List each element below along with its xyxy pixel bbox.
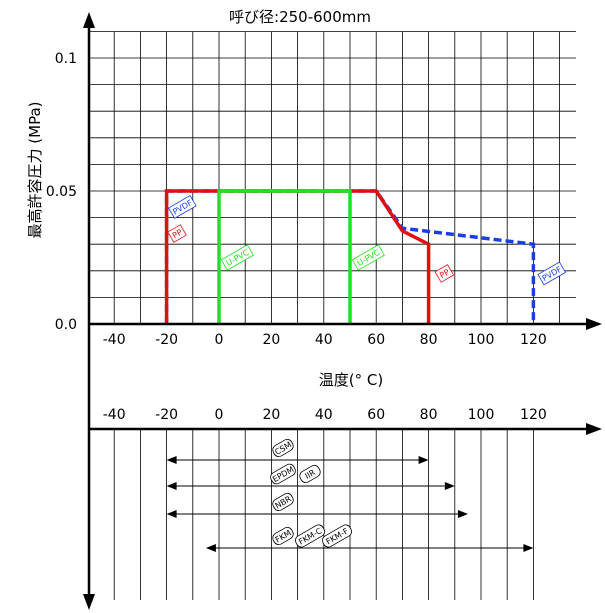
series-tag-box [537,261,567,286]
range-arrow-left [166,456,177,464]
lower-x-tick-label: 60 [367,407,385,423]
series-tag-box [351,244,385,271]
series-line-pp [164,189,431,324]
range-tag: FKM [272,526,294,546]
y-axis-title: 最高許容圧力 (MPa) [26,102,44,239]
x-tick-label: -20 [155,332,178,348]
chart-title: 呼び径:250-600mm [229,8,371,26]
series-tag-box [167,224,187,243]
axes [83,12,602,610]
series-tag-label: PP [438,267,451,280]
x-tick-label: 40 [315,332,333,348]
range-arrow-right [418,456,429,464]
range-tag-box [322,524,352,548]
range-tag-box [272,526,294,546]
y-tick-label: 0.0 [55,317,77,333]
range-tag: NBR [272,492,294,512]
x-tick-label: 60 [367,332,385,348]
lower-axis-arrow [586,423,602,435]
x-tick-label: 80 [420,332,438,348]
range-arrow-right [523,544,534,552]
range-arrow-left [166,510,177,518]
range-tag-box [270,463,296,485]
range-tag-box [272,492,294,512]
lower-x-tick-label: 40 [315,407,333,423]
range-tag: EPDM [270,463,296,485]
y-axis-arrow-up [83,12,95,28]
lower-x-tick-label: 0 [215,407,224,423]
upper-grid [89,30,576,324]
x-tick-label: -40 [103,332,126,348]
lower-x-tick-label: 120 [520,407,547,423]
y-axis-arrow-down [83,594,95,610]
range-tag-box [272,438,294,458]
range-tag: FKM-C [295,524,325,548]
x-axis-arrow [586,318,602,330]
range-arrow-right [457,510,468,518]
series-tag-box [434,264,455,283]
lower-x-tick-label: 100 [468,407,495,423]
series-tag: PVDF [537,261,567,286]
x-axis-title: 温度(° C) [319,371,383,389]
y-tick-label: 0.1 [55,51,77,67]
range-arrow-left [166,482,177,490]
lower-x-tick-label: 20 [262,407,280,423]
series-tag-box [168,195,197,219]
range-arrow-left [205,544,216,552]
y-tick-label: 0.05 [46,184,77,200]
series-tag: PP [434,264,455,283]
x-tick-label: 100 [468,332,495,348]
range-tag: IIR [299,464,321,484]
x-tick-label: 0 [215,332,224,348]
x-tick-label: 120 [520,332,547,348]
series-line-u-pvc [217,189,352,324]
lower-x-tick-label: 80 [420,407,438,423]
series-tag: U-PVC [351,244,385,271]
lower-x-tick-label: -40 [103,407,126,423]
x-tick-label: 20 [262,332,280,348]
series-tag: PP [167,224,187,243]
lower-x-tick-label: -20 [155,407,178,423]
range-tag-box [295,524,325,548]
series-tag-label: PP [171,228,184,241]
series-layer [164,189,536,324]
range-arrow-right [444,482,455,490]
series-tag: U-PVC [220,244,254,271]
series-tag: PVDF [168,195,197,219]
series-tag-box [220,244,254,271]
range-tag: FKM-F [322,524,352,548]
range-tag: CSM [272,438,294,458]
tick-labels: -40 -20 0 20 40 60 80 100 120 0.1 0.05 0.0 -40 -20 0 20… [46,51,547,423]
range-tag-box [299,464,321,484]
